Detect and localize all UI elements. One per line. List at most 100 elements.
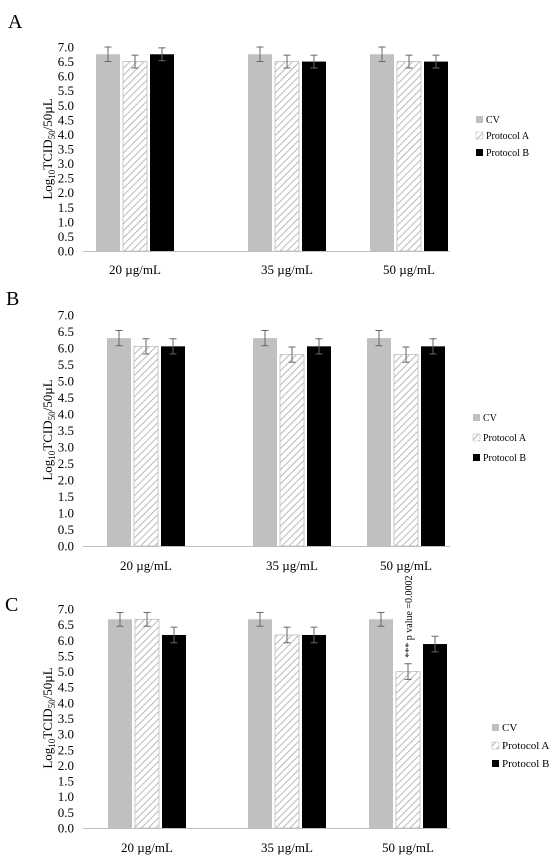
legend-entry: Protocol B — [483, 453, 526, 464]
bar-cv — [248, 54, 272, 252]
chart-panel-b: B 0.0 0.51.0 1.52.0 2.53.0 3.54.0 4.55.0 5.56.0… — [6, 288, 527, 573]
x-category-label: 50 µg/mL — [380, 558, 432, 573]
y-axis-label-part: TCID — [40, 139, 55, 169]
legend-entry: CV — [502, 722, 517, 734]
y-tick-label: 2.5 — [58, 171, 74, 186]
legend: CV Protocol A Protocol B — [472, 413, 527, 464]
chart-panel-a: A 0.00.51.01.52.02.53.03.54.04.55.05.56.0… — [8, 11, 530, 277]
bar-protocol-b — [150, 54, 174, 252]
y-tick-label: 1.5 — [58, 200, 74, 215]
y-axis-label-part: Log — [40, 459, 55, 480]
y-tick-label: 3.0 — [58, 156, 74, 171]
legend-swatch — [491, 741, 500, 750]
y-tick-label: 2.0 — [58, 758, 74, 773]
y-tick-label: 4.0 — [58, 127, 74, 142]
x-category-label: 35 µg/mL — [261, 262, 313, 277]
panel-label: B — [6, 288, 19, 310]
x-category-label: 35 µg/mL — [261, 840, 313, 855]
bar-cv — [369, 619, 393, 828]
x-category-label: 50 µg/mL — [383, 262, 435, 277]
y-tick-label: 2.5 — [58, 456, 74, 471]
y-tick-label: 4.0 — [58, 695, 74, 710]
y-tick-label: 0.0 — [58, 244, 74, 259]
chart-panel-c: C 0.00.51.01.52.02.53.03.54.04.55.05.56.0… — [5, 575, 549, 855]
y-tick-label: 2.0 — [58, 185, 74, 200]
y-tick-label: 0.5 — [58, 229, 74, 244]
y-tick-label: 0.0 — [58, 539, 74, 554]
bar-cv — [248, 619, 272, 828]
y-tick-label: 4.5 — [58, 112, 74, 127]
y-axis-label: Log10TCID50/50µL — [40, 379, 57, 480]
bar-protocol-a — [393, 354, 419, 547]
y-tick-label: 7.0 — [58, 308, 74, 323]
legend-swatch — [476, 116, 483, 123]
panel-label: C — [5, 594, 18, 616]
legend-swatch — [492, 724, 499, 731]
bar-cv — [108, 619, 132, 828]
bar-protocol-a — [134, 618, 160, 829]
y-axis-label-part: 50 — [47, 411, 57, 421]
y-axis-label: Log10TCID50/50µL — [40, 98, 57, 199]
y-tick-label: 6.0 — [58, 633, 74, 648]
x-category-label: 20 µg/mL — [120, 558, 172, 573]
y-axis-label-part: 50 — [47, 699, 57, 709]
y-tick-label: 6.5 — [58, 54, 74, 69]
bar-protocol-b — [302, 634, 326, 828]
y-axis-label-part: TCID — [40, 420, 55, 450]
x-category-label: 20 µg/mL — [109, 262, 161, 277]
x-category-label: 50 µg/mL — [382, 840, 434, 855]
y-tick-label: 7.0 — [58, 40, 74, 55]
y-tick-label: 6.5 — [58, 617, 74, 632]
y-tick-label: 5.5 — [58, 83, 74, 98]
bar-cv — [253, 338, 277, 546]
y-axis-label-part: /50µL — [40, 667, 55, 699]
y-tick-label: 5.0 — [58, 98, 74, 113]
y-axis-label-part: 10 — [47, 450, 57, 460]
y-tick-label: 4.5 — [58, 680, 74, 695]
legend: CV Protocol A Protocol B — [475, 115, 530, 159]
y-axis-label-part: 10 — [47, 738, 57, 748]
y-axis-label-part: TCID — [40, 708, 55, 738]
y-tick-label: 1.0 — [58, 214, 74, 229]
legend: CV Protocol A Protocol B — [491, 722, 549, 770]
panel-label: A — [8, 11, 23, 33]
y-tick-label: 6.0 — [58, 69, 74, 84]
y-tick-label: 3.0 — [58, 727, 74, 742]
bar-protocol-a — [274, 634, 300, 829]
y-tick-label: 3.0 — [58, 440, 74, 455]
legend-entry: Protocol B — [486, 148, 529, 159]
y-tick-label: 4.0 — [58, 407, 74, 422]
y-axis-label-part: 50 — [47, 130, 57, 140]
bar-protocol-a — [133, 345, 159, 547]
y-axis-label-part: Log — [40, 178, 55, 199]
y-axis-label-part: 10 — [47, 169, 57, 179]
y-axis-label-part: Log — [40, 747, 55, 768]
bar-cv — [367, 338, 391, 546]
y-tick-label: 6.5 — [58, 324, 74, 339]
legend-swatch — [475, 131, 484, 140]
bar-protocol-b — [423, 644, 447, 828]
bar-protocol-a — [396, 61, 422, 252]
legend-entry: CV — [483, 413, 498, 424]
bar-protocol-b — [302, 61, 326, 252]
bar-cv — [96, 54, 120, 252]
bar-protocol-b — [162, 634, 186, 828]
legend-entry: Protocol A — [483, 433, 527, 444]
legend-swatch — [473, 414, 480, 421]
y-tick-label: 6.0 — [58, 341, 74, 356]
bar-protocol-a — [279, 354, 305, 547]
y-tick-label: 3.5 — [58, 711, 74, 726]
y-axis-label-part: /50µL — [40, 98, 55, 130]
legend-entry: Protocol A — [502, 740, 549, 752]
bar-protocol-b — [421, 346, 445, 546]
y-tick-label: 4.5 — [58, 390, 74, 405]
y-tick-label: 2.0 — [58, 473, 74, 488]
bar-protocol-b — [307, 346, 331, 546]
significance-annotation: *** p value =0.0002 — [404, 575, 415, 657]
y-tick-label: 1.5 — [58, 774, 74, 789]
legend-swatch — [476, 149, 483, 156]
legend-swatch — [473, 454, 480, 461]
y-tick-label: 7.0 — [58, 602, 74, 617]
legend-entry: Protocol B — [502, 758, 549, 770]
legend-entry: Protocol A — [486, 131, 530, 142]
